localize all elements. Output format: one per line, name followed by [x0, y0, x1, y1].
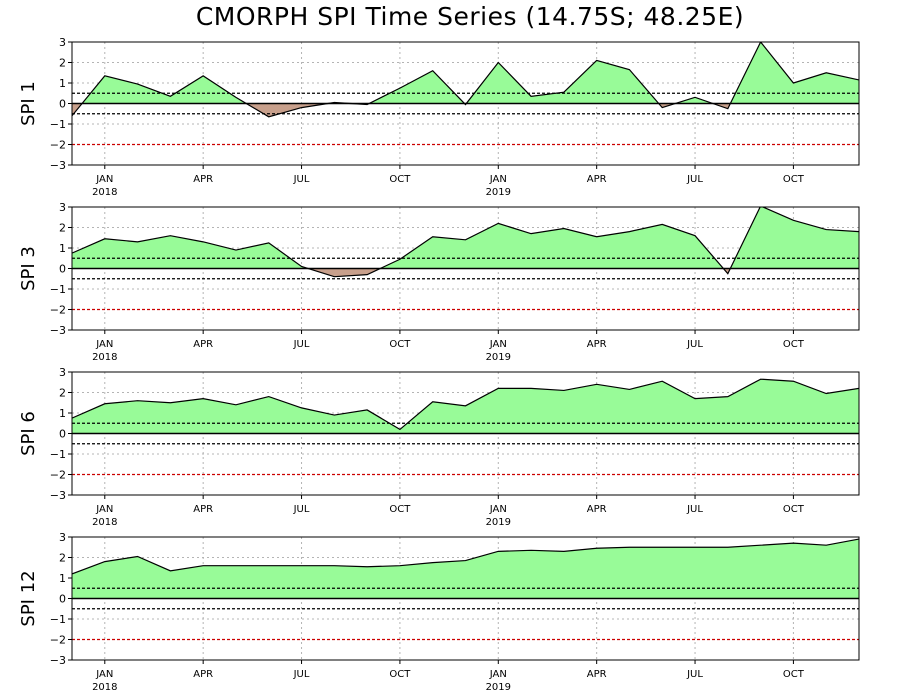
x-year-label: 2019: [486, 187, 511, 198]
series-line: [72, 42, 859, 118]
y-tick-label: −2: [50, 139, 66, 152]
x-tick-label: JUL: [686, 174, 703, 185]
x-tick-label: APR: [587, 504, 607, 515]
y-tick-label: 1: [59, 407, 66, 420]
x-tick-label: APR: [193, 339, 213, 350]
x-tick-label: JAN: [489, 339, 507, 350]
y-axis-label: SPI 1: [18, 81, 39, 126]
y-tick-label: 0: [59, 593, 66, 606]
y-tick-label: −1: [50, 118, 66, 131]
x-tick-label: OCT: [783, 669, 805, 680]
x-year-label: 2018: [92, 517, 117, 528]
y-tick-label: −3: [50, 324, 66, 337]
y-tick-label: 2: [59, 222, 66, 235]
y-tick-label: −1: [50, 613, 66, 626]
x-tick-label: OCT: [389, 174, 411, 185]
x-year-label: 2018: [92, 187, 117, 198]
y-tick-label: −2: [50, 304, 66, 317]
x-year-label: 2018: [92, 682, 117, 693]
y-tick-label: 1: [59, 572, 66, 585]
x-tick-label: APR: [587, 669, 607, 680]
x-tick-label: JUL: [293, 174, 310, 185]
y-tick-label: 2: [59, 387, 66, 400]
x-tick-label: JUL: [293, 504, 310, 515]
x-tick-label: OCT: [389, 504, 411, 515]
y-tick-label: −3: [50, 159, 66, 172]
series-line: [72, 207, 859, 278]
positive-area: [72, 539, 859, 599]
x-tick-label: JAN: [95, 174, 113, 185]
x-tick-label: OCT: [783, 504, 805, 515]
y-tick-label: 3: [59, 366, 66, 379]
series-line: [72, 538, 859, 575]
x-tick-label: APR: [193, 174, 213, 185]
x-tick-label: OCT: [389, 339, 411, 350]
y-tick-label: −3: [50, 489, 66, 502]
spi-panel-4: 3 2 1 0 −1 −2 −3 SPI 12 JAN APR JUL OCT JAN APR JUL OCT…: [18, 531, 860, 693]
y-tick-label: −1: [50, 283, 66, 296]
x-tick-label: JAN: [95, 669, 113, 680]
series-line: [72, 378, 859, 431]
x-tick-label: APR: [193, 669, 213, 680]
y-tick-label: 2: [59, 552, 66, 565]
y-tick-label: 0: [59, 98, 66, 111]
x-tick-label: APR: [587, 174, 607, 185]
negative-area: [72, 103, 859, 117]
y-axis-label: SPI 3: [18, 246, 39, 291]
y-axis-label: SPI 12: [18, 570, 39, 626]
x-tick-label: JAN: [489, 669, 507, 680]
positive-area: [72, 42, 859, 104]
y-tick-label: 3: [59, 201, 66, 214]
y-tick-label: 2: [59, 57, 66, 70]
x-year-label: 2019: [486, 517, 511, 528]
x-tick-label: OCT: [389, 669, 411, 680]
x-year-label: 2018: [92, 352, 117, 363]
y-tick-label: 3: [59, 36, 66, 49]
y-tick-label: −1: [50, 448, 66, 461]
x-tick-label: APR: [193, 504, 213, 515]
x-year-label: 2019: [486, 682, 511, 693]
x-tick-label: JUL: [293, 669, 310, 680]
x-tick-label: JAN: [95, 504, 113, 515]
x-tick-label: JUL: [686, 504, 703, 515]
y-tick-label: −2: [50, 634, 66, 647]
x-tick-label: APR: [587, 339, 607, 350]
y-tick-label: 1: [59, 242, 66, 255]
chart-title: CMORPH SPI Time Series (14.75S; 48.25E): [195, 2, 745, 31]
positive-area: [72, 207, 859, 269]
x-tick-label: JUL: [686, 669, 703, 680]
y-tick-label: 0: [59, 428, 66, 441]
x-tick-label: JAN: [489, 174, 507, 185]
x-tick-label: JAN: [95, 339, 113, 350]
y-tick-label: 1: [59, 77, 66, 90]
x-tick-label: OCT: [783, 339, 805, 350]
y-axis-label: SPI 6: [18, 411, 39, 456]
y-tick-label: −2: [50, 469, 66, 482]
spi-panel-3: 3 2 1 0 −1 −2 −3 SPI 6 JAN APR JUL OCT JAN APR JUL OCT 2…: [18, 366, 860, 528]
x-year-label: 2019: [486, 352, 511, 363]
spi-panel-2: 3 2 1 0 −1 −2 −3 SPI 3 JAN APR JUL OCT JAN APR JUL OCT 2…: [18, 201, 860, 363]
y-tick-label: 3: [59, 531, 66, 544]
y-tick-label: 0: [59, 263, 66, 276]
y-tick-label: −3: [50, 654, 66, 667]
x-tick-label: JAN: [489, 504, 507, 515]
x-tick-label: JUL: [293, 339, 310, 350]
spi-panel-1: 3 2 1 0 −1 −2 −3 SPI 1 JAN APR JUL OCT JAN APR JUL OCT 2…: [18, 36, 860, 198]
x-tick-label: JUL: [686, 339, 703, 350]
x-tick-label: OCT: [783, 174, 805, 185]
